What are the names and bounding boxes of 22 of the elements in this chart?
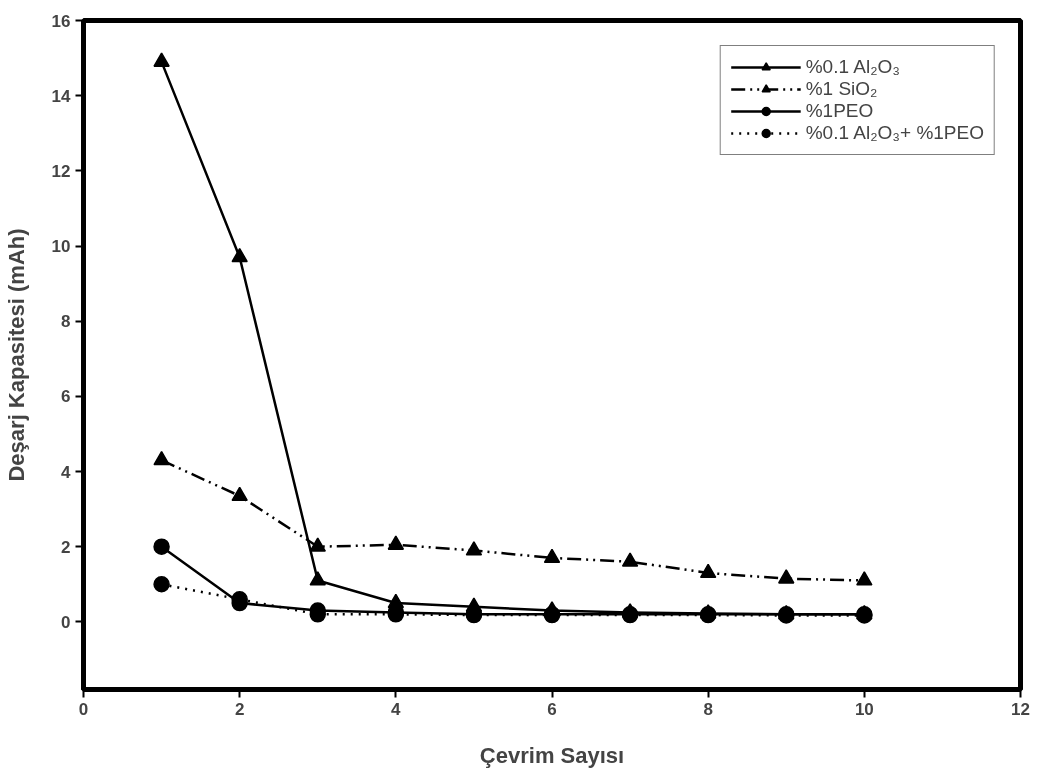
y-tick-label: 0 [61,612,71,632]
x-axis-title: Çevrim Sayısı [479,742,625,768]
y-tick-label: 14 [51,86,72,106]
legend-label: %0.1 Al₂O₃ [805,56,901,78]
legend-label: %0.1 Al₂O₃+ %1PEO [805,122,984,144]
legend-label: %1 SiO₂ [805,78,878,100]
x-tick-label: 6 [547,699,557,719]
y-tick-label: 6 [61,387,71,407]
y-tick-label: 16 [51,11,71,31]
x-tick-label: 0 [78,699,89,719]
x-tick-label: 4 [391,699,402,719]
x-tick-label: 2 [234,699,245,719]
x-tick-label: 10 [854,699,874,719]
legend-label: %1PEO [805,100,874,122]
y-tick-label: 10 [51,237,71,257]
y-axis-title: Deşarj Kapasitesi (mAh) [3,228,29,482]
y-tick-label: 4 [61,462,72,482]
y-tick-label: 8 [61,312,71,332]
y-tick-label: 2 [61,537,71,557]
y-tick-label: 12 [51,161,71,181]
x-tick-label: 8 [703,699,713,719]
x-tick-label: 12 [1011,699,1030,719]
